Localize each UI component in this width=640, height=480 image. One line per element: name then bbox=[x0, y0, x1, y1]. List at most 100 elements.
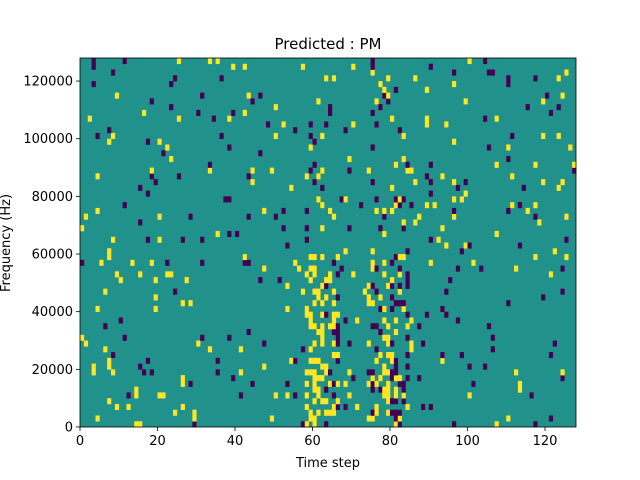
heatmap-cell bbox=[366, 167, 371, 174]
heatmap-cell bbox=[107, 127, 112, 134]
heatmap-cell bbox=[409, 340, 414, 347]
heatmap-cell bbox=[343, 403, 348, 411]
heatmap-cell bbox=[331, 409, 337, 416]
heatmap-cell bbox=[343, 127, 348, 134]
x-tick-label: 60 bbox=[304, 434, 321, 449]
heatmap-cell bbox=[300, 288, 306, 295]
heatmap-cell bbox=[401, 254, 406, 261]
heatmap-cell bbox=[308, 409, 313, 416]
heatmap-cell bbox=[393, 328, 399, 336]
heatmap-cell bbox=[215, 369, 220, 376]
heatmap-cell bbox=[386, 282, 391, 289]
heatmap-cell bbox=[397, 127, 402, 134]
heatmap-cell bbox=[382, 92, 387, 99]
heatmap-cell bbox=[378, 375, 383, 382]
heatmap-cell bbox=[370, 144, 375, 151]
heatmap-cell bbox=[80, 334, 85, 341]
heatmap-cell bbox=[440, 305, 445, 312]
heatmap-cell bbox=[397, 300, 402, 307]
heatmap-cell bbox=[386, 340, 391, 347]
heatmap-cell bbox=[138, 271, 143, 278]
heatmap-cell bbox=[413, 179, 418, 186]
heatmap-cell bbox=[560, 369, 565, 376]
heatmap-cell bbox=[374, 207, 379, 214]
x-tick-label: 80 bbox=[382, 434, 399, 449]
heatmap-cell bbox=[382, 259, 387, 266]
heatmap-cell bbox=[269, 167, 275, 174]
heatmap-cell bbox=[304, 305, 309, 312]
heatmap-cell bbox=[331, 323, 337, 330]
heatmap-cell bbox=[386, 92, 391, 99]
heatmap-cell bbox=[370, 58, 375, 65]
heatmap-cell bbox=[231, 109, 236, 116]
heatmap-cell bbox=[111, 236, 116, 243]
x-axis-label: Time step bbox=[295, 456, 360, 471]
heatmap-cell bbox=[386, 323, 391, 330]
heatmap-cell bbox=[397, 282, 402, 289]
heatmap-cell bbox=[382, 317, 387, 324]
heatmap-cell bbox=[219, 132, 224, 140]
heatmap-cell bbox=[378, 352, 383, 359]
heatmap-cell bbox=[370, 282, 375, 289]
heatmap-cell bbox=[382, 207, 387, 214]
heatmap-cell bbox=[556, 132, 561, 140]
heatmap-cell bbox=[463, 98, 468, 105]
heatmap-cell bbox=[374, 196, 379, 203]
heatmap-cell bbox=[444, 288, 449, 295]
heatmap-cell bbox=[138, 219, 143, 226]
heatmap-cell bbox=[277, 277, 282, 284]
heatmap-cell bbox=[397, 415, 402, 422]
heatmap-cell bbox=[328, 380, 333, 387]
heatmap-cell bbox=[145, 190, 151, 197]
heatmap-cell bbox=[149, 259, 154, 266]
heatmap-cell bbox=[366, 369, 371, 376]
heatmap-cell bbox=[564, 69, 569, 76]
heatmap-cell bbox=[374, 357, 379, 364]
heatmap-cell bbox=[281, 225, 286, 232]
heatmap-cell bbox=[393, 421, 399, 428]
heatmap-cell bbox=[405, 161, 410, 168]
heatmap-cell bbox=[335, 403, 340, 411]
heatmap-cell bbox=[176, 115, 182, 122]
heatmap-cell bbox=[390, 277, 395, 284]
heatmap-cell bbox=[103, 288, 108, 295]
heatmap-cell bbox=[188, 380, 193, 387]
x-tick-label: 0 bbox=[76, 434, 84, 449]
heatmap-cell bbox=[424, 115, 430, 122]
heatmap-cell bbox=[382, 386, 387, 393]
heatmap-cell bbox=[397, 196, 402, 203]
heatmap-cell bbox=[142, 109, 147, 116]
heatmap-cell bbox=[335, 380, 340, 387]
heatmap-cell bbox=[293, 259, 298, 266]
heatmap-cell bbox=[312, 340, 317, 347]
heatmap-cell bbox=[273, 213, 278, 220]
heatmap-cell bbox=[440, 352, 445, 359]
heatmap-cell bbox=[335, 323, 340, 330]
heatmap-cell bbox=[111, 352, 116, 359]
heatmap-cell bbox=[328, 207, 333, 214]
heatmap-cell bbox=[390, 207, 395, 214]
heatmap-cell bbox=[304, 236, 309, 243]
heatmap-cell bbox=[262, 340, 267, 347]
heatmap-cell bbox=[572, 161, 577, 168]
heatmap-cell bbox=[390, 398, 395, 405]
heatmap-cell bbox=[393, 392, 399, 399]
heatmap-cell bbox=[118, 317, 123, 324]
heatmap-cell bbox=[297, 265, 302, 272]
heatmap-cell bbox=[331, 300, 337, 307]
heatmap-cell bbox=[560, 179, 565, 186]
heatmap-cell bbox=[339, 196, 344, 203]
heatmap-cell bbox=[455, 317, 461, 324]
heatmap-cell bbox=[316, 173, 321, 180]
heatmap-cell bbox=[238, 346, 244, 353]
heatmap-cell bbox=[393, 161, 399, 168]
heatmap-cell bbox=[328, 277, 333, 284]
heatmap-cell bbox=[370, 300, 375, 307]
heatmap-cell bbox=[312, 380, 317, 387]
heatmap-cell bbox=[409, 317, 414, 324]
heatmap-cell bbox=[362, 288, 368, 295]
heatmap-cell bbox=[355, 403, 360, 411]
heatmap-cell bbox=[80, 225, 85, 232]
heatmap-cell bbox=[335, 340, 340, 347]
heatmap-cell bbox=[428, 179, 433, 186]
